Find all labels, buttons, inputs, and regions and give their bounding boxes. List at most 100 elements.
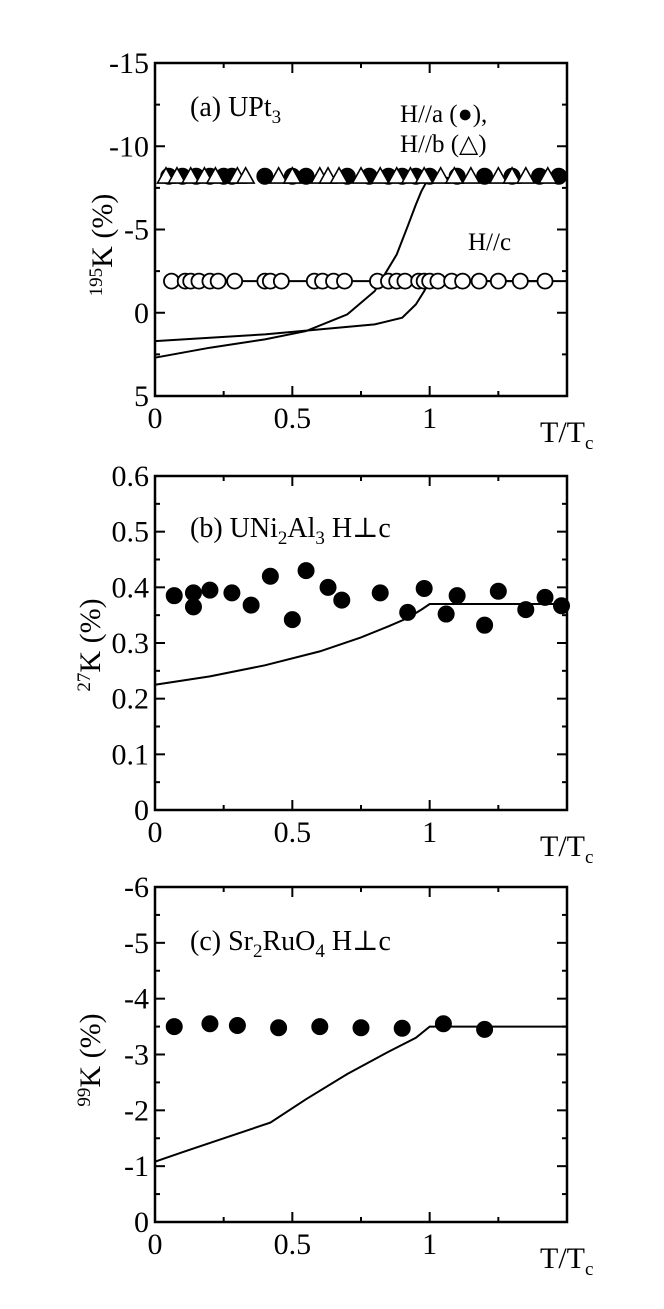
- data-point: [448, 587, 466, 605]
- data-point: [165, 587, 183, 605]
- y-tick-label: -4: [124, 983, 149, 1016]
- data-point: [515, 166, 536, 184]
- data-point: [429, 272, 447, 290]
- panel-b: (b) UNi2Al3 H⊥c 27K (%) T/Tc 0 0.1 0.2 0.3 0…: [74, 460, 593, 868]
- x-tick-label: 0: [148, 1228, 163, 1261]
- data-point: [553, 597, 571, 615]
- y-tick-label: -10: [109, 130, 149, 163]
- data-point: [470, 272, 488, 290]
- data-point: [268, 166, 289, 184]
- data-point: [336, 272, 353, 290]
- y-tick-label: 0.6: [112, 460, 150, 493]
- data-point: [256, 167, 274, 185]
- y-tick-label: 5: [134, 380, 149, 413]
- y-tick-label: -15: [109, 47, 149, 80]
- data-point: [536, 588, 554, 606]
- panel-label-a: (a) UPt3: [190, 92, 281, 128]
- panel-a: (a) UPt3 H//a (●), H//b (△) H//c 195K (%…: [86, 47, 593, 454]
- data-point: [489, 582, 507, 600]
- data-point: [261, 567, 279, 585]
- x-tick-label: 0.5: [274, 1228, 312, 1261]
- x-tick-label: 0.5: [274, 402, 312, 435]
- data-point: [283, 611, 301, 629]
- y-axis-label-c: 99K (%): [74, 1013, 107, 1106]
- data-point: [371, 584, 389, 602]
- x-tick-label: 1: [422, 1228, 437, 1261]
- theory-curve-0: [154, 176, 567, 359]
- data-point: [489, 272, 507, 290]
- data-point: [163, 272, 180, 290]
- data-point: [415, 579, 433, 597]
- y-tick-label: 0: [134, 1206, 149, 1239]
- y-tick-label: -3: [124, 1039, 149, 1072]
- data-point: [476, 1020, 494, 1038]
- data-point: [319, 578, 337, 596]
- y-tick-label: -2: [124, 1094, 149, 1127]
- data-point: [414, 166, 435, 184]
- data-point: [488, 166, 509, 184]
- data-point: [272, 272, 290, 290]
- data-point: [444, 166, 465, 184]
- data-point: [511, 272, 529, 290]
- data-point: [235, 166, 256, 184]
- data-point: [536, 272, 554, 290]
- y-tick-label: -5: [124, 214, 149, 247]
- y-tick-label: 0.1: [112, 738, 150, 771]
- x-axis-label-a: T/Tc: [540, 416, 593, 454]
- y-tick-label: -5: [124, 927, 149, 960]
- data-point: [370, 166, 391, 184]
- data-point: [184, 598, 202, 616]
- data-point: [386, 166, 407, 184]
- data-point: [329, 166, 349, 184]
- x-tick-label: 0: [148, 402, 163, 435]
- data-point: [517, 601, 535, 619]
- data-point: [476, 167, 494, 185]
- x-tick-label: 1: [422, 816, 437, 849]
- data-point: [351, 166, 371, 184]
- y-axis-label-a: 195K (%): [86, 194, 119, 297]
- y-axis-label-b: 27K (%): [74, 598, 107, 691]
- data-point: [461, 166, 481, 184]
- data-point: [205, 166, 226, 184]
- theory-curve-1: [154, 280, 567, 343]
- legend-h-c: H//c: [468, 229, 511, 256]
- data-point: [352, 1019, 370, 1037]
- theory-curve-0: [154, 603, 567, 686]
- data-point: [399, 603, 417, 621]
- data-point: [311, 1018, 329, 1036]
- data-point: [476, 616, 494, 634]
- data-point: [400, 166, 421, 184]
- data-point: [228, 1016, 246, 1034]
- data-point: [502, 166, 522, 184]
- data-point: [430, 166, 451, 184]
- data-point: [167, 166, 187, 184]
- data-point: [270, 1019, 288, 1037]
- data-point: [180, 166, 201, 184]
- x-tick-label: 1: [422, 402, 437, 435]
- data-point: [201, 1015, 219, 1033]
- legend-h-a-b: H//a (●),: [400, 101, 487, 128]
- y-tick-label: 0: [134, 794, 149, 827]
- y-tick-label: 0.4: [112, 571, 150, 604]
- y-tick-label: -6: [124, 871, 149, 904]
- data-point: [226, 272, 244, 290]
- panel-c: (c) Sr2RuO4 H⊥c 99K (%) T/Tc 0 -1 -2 -3 -4 -5…: [74, 871, 593, 1280]
- data-point: [165, 1018, 183, 1036]
- data-point: [434, 1015, 452, 1033]
- y-tick-label: 0.3: [112, 627, 150, 660]
- x-axis-label-b: T/Tc: [540, 830, 593, 868]
- data-point: [242, 596, 260, 614]
- x-axis-label-c: T/Tc: [540, 1242, 593, 1280]
- x-tick-label: 0: [148, 816, 163, 849]
- data-point: [396, 272, 414, 290]
- y-tick-label: 0.2: [112, 683, 150, 716]
- data-point: [282, 166, 303, 184]
- panel-label-b: (b) UNi2Al3 H⊥c: [190, 513, 391, 549]
- theory-curve-0: [154, 1025, 567, 1163]
- x-tick-label: 0.5: [274, 816, 312, 849]
- y-tick-label: 0: [134, 297, 149, 330]
- data-point: [393, 1019, 411, 1037]
- data-point: [333, 591, 351, 609]
- y-tick-label: 0.5: [112, 516, 150, 549]
